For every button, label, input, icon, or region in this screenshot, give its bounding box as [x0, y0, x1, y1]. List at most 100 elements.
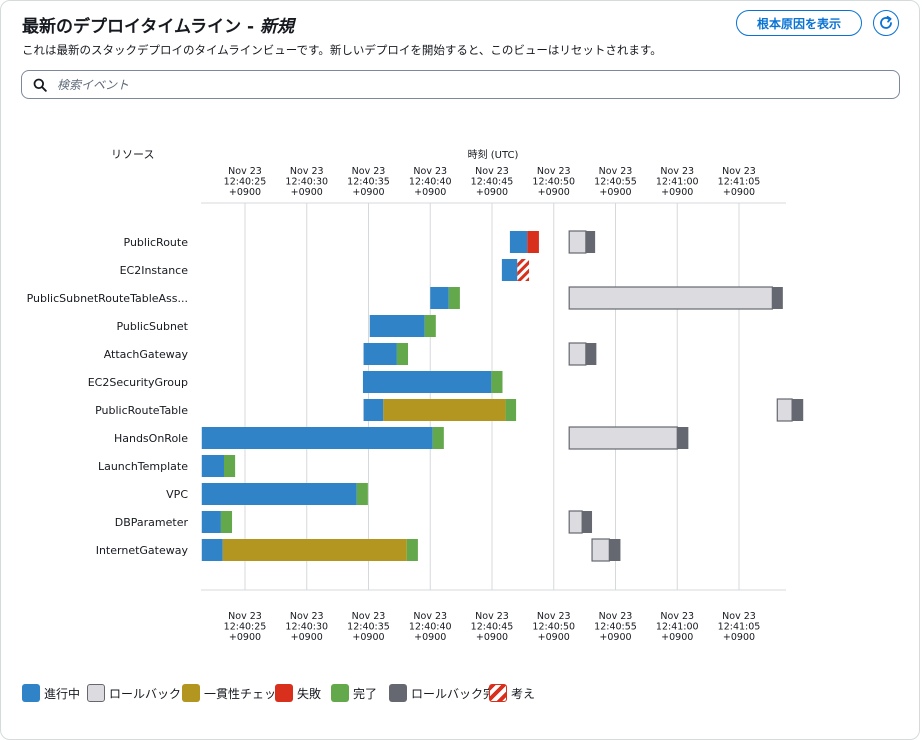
search-input[interactable]: [55, 76, 859, 93]
bar-segment-in-progress[interactable]: [201, 427, 433, 449]
resource-label: DBParameter: [115, 516, 189, 529]
bar-segment-in-progress[interactable]: [201, 539, 223, 561]
bar-segment-complete[interactable]: [432, 427, 444, 449]
tick-top-date: Nov 23: [352, 166, 386, 177]
tick-top-time: 12:41:05: [718, 177, 761, 188]
resource-row: HandsOnRole: [114, 426, 689, 450]
resource-row: AttachGateway: [104, 342, 597, 366]
tick-bottom-time: 12:40:25: [224, 622, 267, 633]
refresh-button[interactable]: [873, 10, 899, 36]
title-main: 最新のデプロイタイムライン: [22, 17, 242, 37]
legend-label: 進行中: [44, 686, 81, 701]
bar-segment-in-progress[interactable]: [201, 455, 225, 477]
tick-top-date: Nov 23: [599, 166, 633, 177]
legend-swatch: [22, 684, 40, 702]
tick-bottom-time: 12:40:50: [532, 622, 575, 633]
tick-top-time: 12:40:30: [285, 177, 328, 188]
bar-segment-in-progress[interactable]: [201, 511, 221, 533]
bar-segment-rollback-complete[interactable]: [792, 399, 804, 421]
legend-item-in-progress: 進行中: [22, 684, 80, 702]
bar-segment-complete[interactable]: [224, 455, 236, 477]
tick-top-tz: +0900: [476, 187, 508, 198]
search-icon: [33, 78, 47, 92]
resource-row: InternetGateway: [96, 538, 621, 562]
legend-swatch: [275, 684, 293, 702]
tick-top-tz: +0900: [661, 187, 693, 198]
title-separator: -: [241, 17, 261, 37]
legend-item-rollback-complete: ロールバック完: [389, 684, 495, 702]
bar-segment-consistency-check[interactable]: [383, 399, 506, 421]
resource-label: LaunchTemplate: [98, 460, 188, 473]
resource-row: EC2SecurityGroup: [88, 371, 503, 393]
bar-segment-rollback-in-progress[interactable]: [568, 286, 773, 310]
legend-swatch: [182, 684, 200, 702]
tick-bottom-tz: +0900: [229, 632, 261, 643]
resource-label: VPC: [166, 488, 188, 501]
bar-segment-complete[interactable]: [396, 343, 409, 365]
tick-top-tz: +0900: [352, 187, 384, 198]
bar-segment-rollback-complete[interactable]: [677, 427, 689, 449]
bar-segment-rollback-complete[interactable]: [585, 231, 596, 253]
bar-segment-consider[interactable]: [517, 259, 530, 281]
tick-top-tz: +0900: [538, 187, 570, 198]
bar-segment-rollback-complete[interactable]: [772, 287, 783, 309]
bar-segment-in-progress[interactable]: [369, 315, 425, 337]
bar-segment-consistency-check[interactable]: [222, 539, 407, 561]
resource-label: HandsOnRole: [114, 432, 188, 445]
bar-segment-rollback-in-progress[interactable]: [568, 342, 587, 366]
bar-segment-complete[interactable]: [406, 539, 418, 561]
legend-item-failed: 失敗: [275, 684, 321, 702]
legend-swatch: [331, 684, 349, 702]
bar-segment-rollback-in-progress[interactable]: [591, 538, 610, 562]
bar-segment-rollback-in-progress[interactable]: [568, 230, 587, 254]
tick-top-time: 12:40:45: [471, 177, 514, 188]
bar-segment-failed[interactable]: [527, 231, 539, 253]
tick-bottom-time: 12:41:05: [718, 622, 761, 633]
refresh-icon: [880, 15, 892, 29]
tick-top-tz: +0900: [291, 187, 323, 198]
bar-segment-in-progress[interactable]: [201, 483, 357, 505]
tick-top-time: 12:40:50: [532, 177, 575, 188]
bar-segment-in-progress[interactable]: [501, 259, 518, 281]
tick-top-date: Nov 23: [475, 166, 509, 177]
tick-top-tz: +0900: [599, 187, 631, 198]
tick-top-time: 12:41:00: [656, 177, 699, 188]
bar-segment-in-progress[interactable]: [363, 399, 384, 421]
resource-row: PublicRouteTable: [95, 398, 804, 422]
bar-segment-complete[interactable]: [220, 511, 233, 533]
tick-top-date: Nov 23: [660, 166, 694, 177]
bar-segment-in-progress[interactable]: [362, 371, 492, 393]
resource-label: PublicRouteTable: [95, 404, 188, 417]
legend-item-rollback-in-progress: ロールバック: [87, 684, 181, 702]
tick-bottom-tz: +0900: [538, 632, 570, 643]
bar-segment-rollback-complete[interactable]: [585, 343, 597, 365]
tick-bottom-tz: +0900: [599, 632, 631, 643]
bar-segment-in-progress[interactable]: [430, 287, 449, 309]
tick-bottom-tz: +0900: [723, 632, 755, 643]
row-header: リソース: [111, 148, 154, 161]
search-bar[interactable]: [21, 70, 900, 99]
bar-segment-rollback-complete[interactable]: [582, 511, 593, 533]
bar-segment-rollback-in-progress[interactable]: [568, 426, 678, 450]
bar-segment-complete[interactable]: [491, 371, 503, 393]
bar-segment-rollback-in-progress[interactable]: [568, 510, 583, 534]
bar-segment-rollback-complete[interactable]: [609, 539, 621, 561]
tick-bottom-date: Nov 23: [537, 611, 571, 622]
bar-segment-in-progress[interactable]: [509, 231, 528, 253]
tick-bottom-date: Nov 23: [290, 611, 324, 622]
resource-label: PublicSubnet: [116, 320, 188, 333]
tick-top-date: Nov 23: [722, 166, 756, 177]
bar-segment-complete[interactable]: [356, 483, 368, 505]
bar-segment-in-progress[interactable]: [363, 343, 397, 365]
tick-top-tz: +0900: [229, 187, 261, 198]
resource-row: PublicRoute: [124, 230, 596, 254]
bar-segment-complete[interactable]: [424, 315, 436, 337]
resource-row: LaunchTemplate: [98, 455, 236, 477]
bar-segment-complete[interactable]: [448, 287, 460, 309]
bar-segment-rollback-in-progress[interactable]: [776, 398, 793, 422]
legend-item-complete: 完了: [331, 684, 377, 702]
tick-top-time: 12:40:35: [347, 177, 390, 188]
tick-top-date: Nov 23: [290, 166, 324, 177]
show-root-cause-button[interactable]: 根本原因を表示: [736, 10, 862, 36]
bar-segment-complete[interactable]: [505, 399, 517, 421]
